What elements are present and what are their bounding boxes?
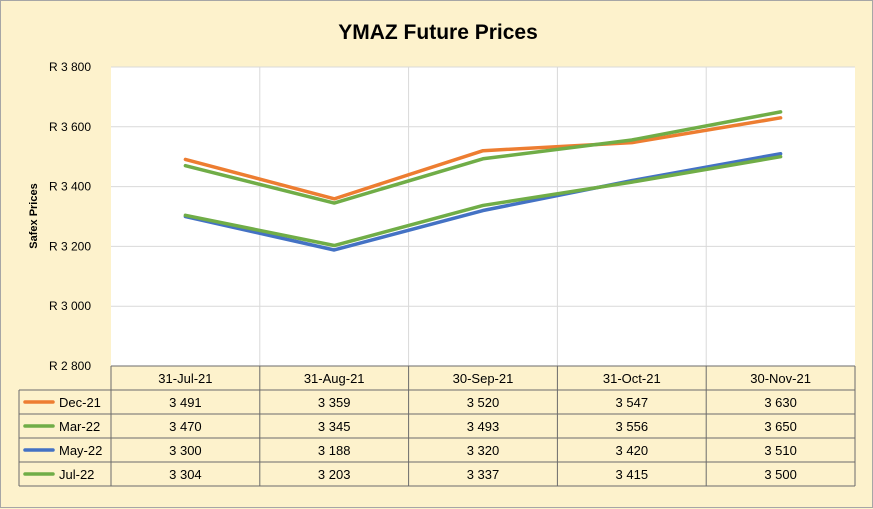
x-category-label: 31-Oct-21 bbox=[603, 371, 661, 386]
series-line-jul-22 bbox=[183, 154, 783, 248]
table-cell-value: 3 359 bbox=[318, 395, 351, 410]
table-cell-value: 3 337 bbox=[467, 467, 500, 482]
series-line-may-22 bbox=[183, 151, 783, 252]
table-cell-value: 3 415 bbox=[616, 467, 649, 482]
table-cell-value: 3 491 bbox=[169, 395, 202, 410]
x-category-label: 31-Jul-21 bbox=[158, 371, 212, 386]
table-cell-value: 3 630 bbox=[764, 395, 797, 410]
legend-entry: Mar-22 bbox=[59, 419, 100, 434]
y-tick-label: R 3 600 bbox=[49, 120, 91, 134]
table-cell-value: 3 556 bbox=[616, 419, 649, 434]
legend-entry: Jul-22 bbox=[59, 467, 94, 482]
y-axis-ticks: R 2 800 R 3 000 R 3 200 R 3 400 R 3 600 R 3 8… bbox=[49, 60, 91, 373]
table-cell-value: 3 520 bbox=[467, 395, 500, 410]
y-tick-label: R 3 000 bbox=[49, 299, 91, 313]
table-cell-value: 3 650 bbox=[764, 419, 797, 434]
y-tick-label: R 3 400 bbox=[49, 180, 91, 194]
table-cell-value: 3 345 bbox=[318, 419, 351, 434]
y-tick-label: R 3 800 bbox=[49, 60, 91, 74]
table-cell-value: 3 547 bbox=[616, 395, 649, 410]
table-cell-value: 3 203 bbox=[318, 467, 351, 482]
table-cell-value: 3 420 bbox=[616, 443, 649, 458]
x-category-label: 31-Aug-21 bbox=[304, 371, 365, 386]
y-tick-label: R 3 200 bbox=[49, 239, 91, 253]
series-lines bbox=[183, 110, 783, 252]
series-line-dec-21 bbox=[183, 116, 783, 201]
table-cell-value: 3 510 bbox=[764, 443, 797, 458]
x-category-label: 30-Nov-21 bbox=[750, 371, 811, 386]
series-line-mar-22 bbox=[183, 110, 783, 205]
table-cell-value: 3 188 bbox=[318, 443, 351, 458]
legend-entry: Dec-21 bbox=[59, 395, 101, 410]
data-table: 31-Jul-21 31-Aug-21 30-Sep-21 31-Oct-21 30-N… bbox=[18, 365, 856, 487]
plot-area bbox=[111, 67, 855, 366]
y-tick-label: R 2 800 bbox=[49, 359, 91, 373]
y-axis-label: Safex Prices bbox=[28, 183, 40, 248]
table-cell-value: 3 493 bbox=[467, 419, 500, 434]
table-cell-value: 3 304 bbox=[169, 467, 202, 482]
chart-title: YMAZ Future Prices bbox=[338, 21, 538, 44]
table-cell-value: 3 470 bbox=[169, 419, 202, 434]
table-cell-value: 3 320 bbox=[467, 443, 500, 458]
table-cell-value: 3 300 bbox=[169, 443, 202, 458]
x-category-label: 30-Sep-21 bbox=[453, 371, 514, 386]
legend-entry: May-22 bbox=[59, 443, 102, 458]
table-cell-value: 3 500 bbox=[764, 467, 797, 482]
